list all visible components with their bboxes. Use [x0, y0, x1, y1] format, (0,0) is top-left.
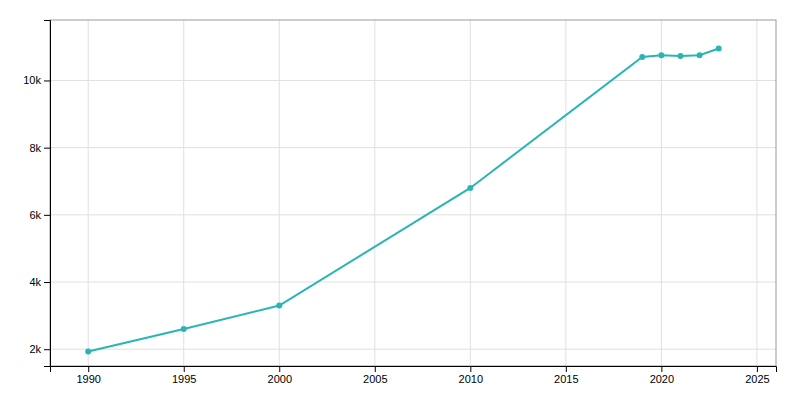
tick-label: 2020 [650, 373, 674, 385]
grid-line-y [50, 349, 776, 350]
tick-mark [44, 80, 50, 81]
tick: 1995 [172, 366, 196, 385]
axis-line [51, 367, 777, 373]
point [85, 349, 91, 355]
tick: 2000 [268, 366, 292, 385]
point [276, 303, 282, 309]
tick-label: 2010 [459, 373, 483, 385]
tick-mark [88, 366, 89, 372]
point [697, 52, 703, 58]
tick: 2k [29, 343, 50, 355]
tick: 2015 [554, 366, 578, 385]
tick-mark [44, 282, 50, 283]
tick-label: 8k [29, 142, 41, 154]
point [658, 52, 664, 58]
grid [50, 20, 776, 366]
tick-label: 1990 [76, 373, 100, 385]
tick: 2005 [363, 366, 387, 385]
tick: 4k [29, 276, 50, 288]
tick-label: 2015 [554, 373, 578, 385]
tick-mark [44, 215, 50, 216]
plot-frame [50, 20, 776, 366]
tick-mark [375, 366, 376, 372]
tick-label: 2000 [268, 373, 292, 385]
grid-line-x [374, 20, 375, 366]
point [677, 53, 683, 59]
tick-mark [470, 366, 471, 372]
point [639, 54, 645, 60]
tick: 8k [29, 142, 50, 154]
point [467, 185, 473, 191]
y-axis: 2k 4k 6k 8k 10k [23, 21, 50, 367]
tick-mark [184, 366, 185, 372]
tick-label: 1995 [172, 373, 196, 385]
tick: 2020 [650, 366, 674, 385]
grid-line-x [88, 20, 89, 366]
tick-label: 10k [23, 74, 41, 86]
tick: 6k [29, 209, 50, 221]
grid-line-x [279, 20, 280, 366]
tick-label: 2k [29, 343, 41, 355]
tick-label: 2005 [363, 373, 387, 385]
tick-mark [566, 366, 567, 372]
tick-mark [661, 366, 662, 372]
grid-line-x [565, 20, 566, 366]
tick-label: 6k [29, 209, 41, 221]
tick-label: 4k [29, 276, 41, 288]
marks [85, 46, 721, 355]
grid-line-x [756, 20, 757, 366]
grid-line-y [50, 80, 776, 81]
grid-line-x [470, 20, 471, 366]
point [716, 46, 722, 52]
plot: 1990 1995 2000 2005 2010 2015 2020 2025 2k 4k 6k 8k… [23, 20, 776, 385]
tick-mark [44, 148, 50, 149]
x-axis: 1990 1995 2000 2005 2010 2015 2020 2025 [51, 366, 777, 385]
grid-line-y [50, 147, 776, 148]
grid-line-x [661, 20, 662, 366]
tick-mark [757, 366, 758, 372]
point [181, 326, 187, 332]
grid-line-y [50, 282, 776, 283]
tick: 1990 [76, 366, 100, 385]
tick: 2025 [745, 366, 769, 385]
tick-label: 2025 [745, 373, 769, 385]
tick-mark [44, 349, 50, 350]
grid-line-x [183, 20, 184, 366]
tick-mark [279, 366, 280, 372]
chart: 1990 1995 2000 2005 2010 2015 2020 2025 2k 4k 6k 8k… [0, 0, 800, 400]
grid-line-y [50, 214, 776, 215]
tick: 2010 [459, 366, 483, 385]
axis-line [44, 21, 51, 367]
tick: 10k [23, 74, 50, 86]
line [88, 49, 718, 352]
